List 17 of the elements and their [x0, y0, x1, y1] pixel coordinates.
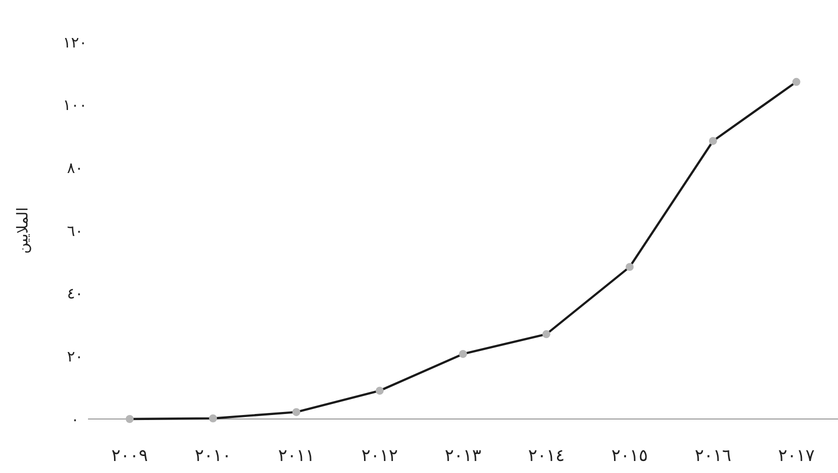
x-tick-label: ٢٠١٠ — [194, 446, 232, 466]
y-tick-label: ٤٠ — [66, 284, 84, 303]
x-tick-label: ٢٠١٣ — [444, 446, 482, 466]
y-tick-label: ١٢٠ — [62, 33, 88, 52]
y-axis-title: الملايين — [13, 207, 32, 254]
y-tick-label: ٦٠ — [66, 222, 84, 240]
x-tick-label: ٢٠١٢ — [361, 446, 398, 466]
y-tick-label: ٨٠ — [66, 158, 84, 177]
y-tick-label: ٢٠ — [66, 347, 84, 366]
x-tick-label: ٢٠١٤ — [528, 446, 565, 466]
x-tick-label: ٢٠١٥ — [611, 446, 648, 466]
x-tick-label: ٢٠١١ — [278, 446, 315, 466]
y-tick-label: ١٠٠ — [62, 96, 88, 114]
x-tick-label: ٢٠١٧ — [778, 446, 815, 466]
x-tick-label: ٢٠٠٩ — [111, 446, 148, 466]
y-tick-label: ٠ — [70, 410, 80, 428]
x-tick-label: ٢٠١٦ — [694, 446, 732, 466]
